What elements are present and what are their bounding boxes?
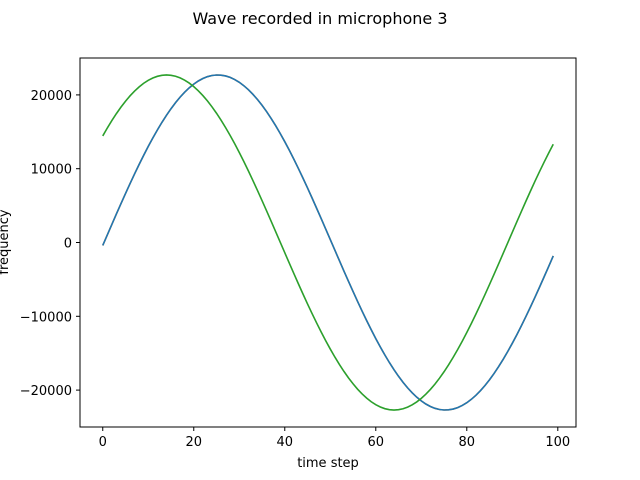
series-line-2 xyxy=(102,74,554,411)
y-tick-label: −20000 xyxy=(20,384,72,399)
x-tick-label: 0 xyxy=(99,435,107,450)
y-tick-label: 10000 xyxy=(31,163,72,178)
x-axis-title: time step xyxy=(297,456,359,471)
plot-area-frame xyxy=(79,57,577,428)
x-tick-label: 20 xyxy=(185,435,202,450)
series-layer xyxy=(102,74,554,411)
y-tick-label: 0 xyxy=(64,237,72,252)
x-tick-label: 100 xyxy=(545,435,570,450)
chart-title: Wave recorded in microphone 3 xyxy=(192,9,447,28)
series-line-1 xyxy=(102,74,554,411)
y-tick-label: −10000 xyxy=(20,310,72,325)
y-axis-title: frequency xyxy=(0,209,12,275)
x-tick-label: 60 xyxy=(368,435,385,450)
series-line-3 xyxy=(102,74,554,411)
y-axis: −20000 −10000 0 10000 20000 xyxy=(20,89,80,399)
x-tick-label: 40 xyxy=(276,435,293,450)
y-tick-label: 20000 xyxy=(31,89,72,104)
x-axis: 0 20 40 60 80 100 xyxy=(99,427,570,450)
x-tick-label: 80 xyxy=(459,435,476,450)
